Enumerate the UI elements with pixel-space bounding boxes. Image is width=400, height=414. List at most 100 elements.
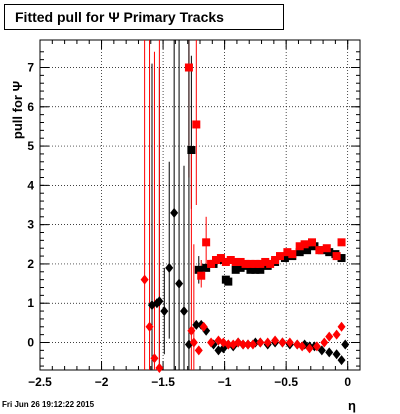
square-marker [231, 265, 240, 274]
diamond-marker [337, 321, 346, 332]
diamond-marker [278, 337, 287, 348]
square-marker [231, 257, 240, 266]
square-marker [315, 246, 324, 255]
plot-area [39, 39, 361, 371]
diamond-marker [312, 341, 321, 352]
diamond-marker [244, 339, 252, 350]
diamond-marker [248, 339, 257, 350]
diamond-marker [140, 274, 149, 285]
square-marker [256, 265, 265, 274]
y-tick-label: 5 [27, 139, 34, 153]
square-marker [184, 63, 193, 72]
diamond-marker [332, 349, 341, 360]
diamond-marker [325, 347, 334, 358]
square-marker [261, 257, 270, 266]
y-axis-label: pull for Ψ [10, 81, 25, 139]
error-bars [144, 40, 207, 370]
diamond-marker [263, 337, 272, 348]
diamond-marker [305, 343, 314, 354]
diamond-marker [187, 325, 196, 336]
diamond-marker [199, 321, 208, 332]
y-tick-label: 1 [27, 296, 34, 310]
square-marker [288, 250, 297, 259]
square-marker [241, 259, 250, 268]
square-marker [295, 248, 304, 257]
timestamp: Fri Jun 26 19:12:22 2015 [2, 400, 95, 409]
diamond-marker [155, 363, 164, 374]
diamond-marker [207, 337, 216, 348]
diamond-marker [194, 345, 203, 356]
diamond-marker [325, 331, 334, 342]
y-tick-label: 6 [27, 100, 34, 114]
diamond-marker [320, 337, 329, 348]
square-marker [276, 252, 284, 261]
square-marker [283, 248, 292, 257]
diamond-marker [219, 343, 228, 354]
square-marker [197, 271, 206, 280]
diamond-marker [189, 337, 198, 348]
square-marker [236, 263, 245, 272]
square-marker [187, 146, 196, 154]
square-marker [246, 265, 255, 274]
axes: −2.5 −2 −1.5 −1 −0.5 0 0 1 2 3 4 5 6 7 [27, 40, 361, 389]
square-marker [236, 257, 245, 266]
square-marker [295, 242, 304, 251]
x-tick-label: 0 [344, 375, 351, 389]
diamond-marker [332, 329, 341, 340]
y-tick-label: 4 [27, 178, 34, 192]
square-marker [303, 246, 312, 255]
square-marker [226, 256, 235, 264]
diamond-marker [180, 306, 188, 317]
square-marker [256, 259, 265, 268]
square-marker [251, 265, 260, 274]
square-marker [322, 244, 331, 253]
square-marker [207, 259, 216, 268]
square-marker [332, 252, 341, 261]
square-marker [251, 259, 260, 268]
x-tick-label: −1 [218, 375, 232, 389]
square-marker [192, 120, 201, 129]
plot-frame [39, 39, 361, 371]
square-marker [194, 265, 203, 274]
square-marker [337, 254, 346, 263]
diamond-marker [165, 262, 174, 273]
diamond-marker [341, 339, 350, 350]
y-tick-label: 7 [27, 61, 34, 75]
x-tick-label: −0.5 [274, 375, 298, 389]
square-marker [202, 238, 211, 247]
diamond-marker [337, 355, 346, 366]
x-tick-label: −2 [95, 375, 109, 389]
data-markers [140, 63, 350, 374]
square-marker [280, 254, 289, 263]
square-marker [212, 256, 220, 264]
y-tick-label: 0 [27, 336, 34, 350]
square-marker [224, 277, 233, 286]
diamond-marker [170, 207, 179, 218]
x-axis-label: η [348, 398, 356, 413]
diamond-marker [155, 296, 164, 307]
diamond-marker [239, 339, 248, 350]
diamond-marker [175, 278, 184, 289]
square-marker [308, 238, 316, 247]
square-marker [300, 240, 309, 249]
diamond-marker [224, 339, 233, 350]
y-tick-label: 2 [27, 257, 34, 271]
diamond-marker [317, 345, 326, 356]
square-marker [271, 256, 280, 264]
square-marker [337, 238, 346, 247]
grid-lines [39, 40, 360, 370]
diamond-marker [192, 319, 201, 330]
square-marker [221, 257, 230, 266]
square-marker [202, 263, 211, 272]
y-tick-label: 3 [27, 218, 34, 232]
diamond-marker [271, 335, 280, 346]
diamond-marker [285, 337, 294, 348]
diamond-marker [256, 337, 265, 348]
square-marker [266, 259, 275, 268]
x-tick-label: −2.5 [28, 375, 52, 389]
x-tick-label: −1.5 [151, 375, 175, 389]
diamond-marker [160, 306, 169, 317]
diamond-marker [150, 353, 159, 364]
diamond-marker [298, 341, 307, 352]
